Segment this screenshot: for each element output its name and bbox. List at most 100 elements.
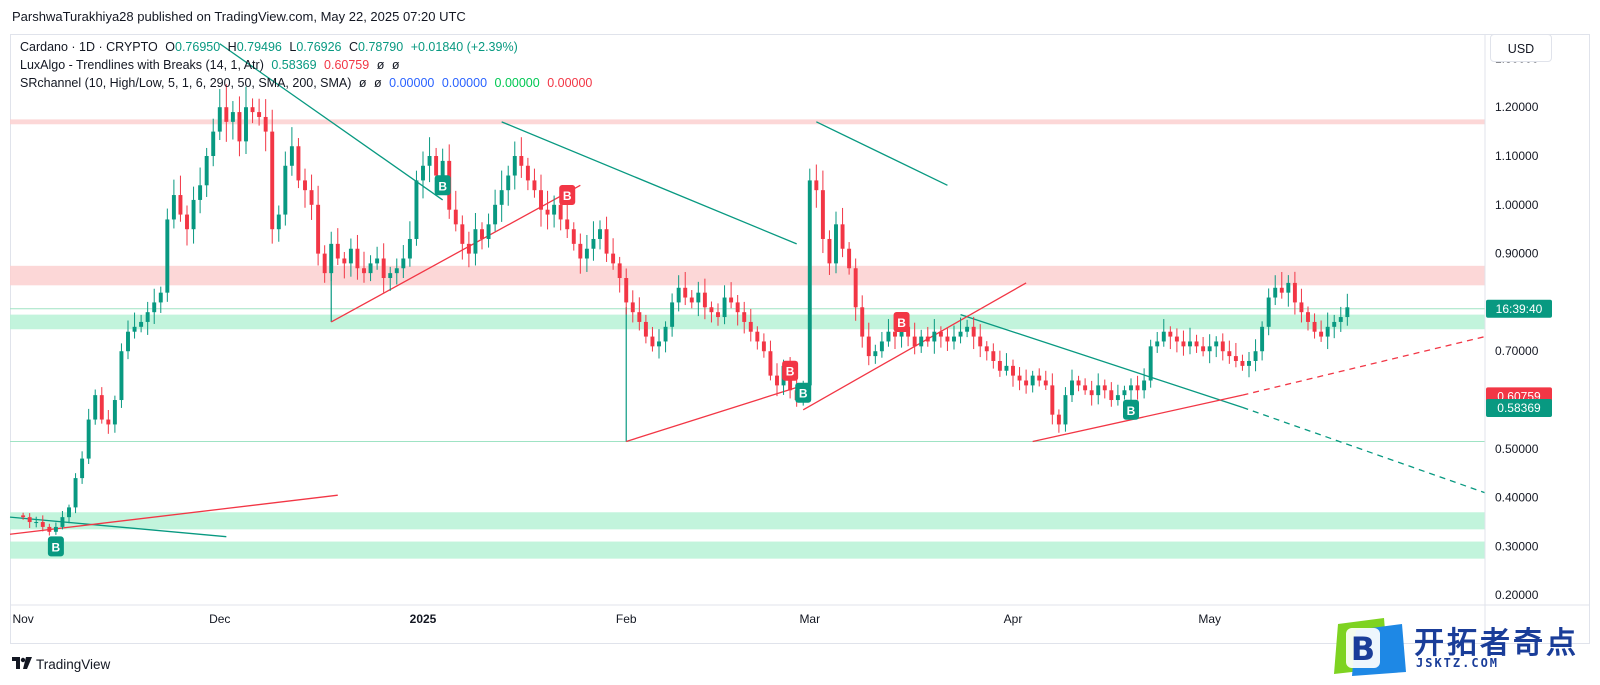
candle-body	[617, 263, 622, 279]
candle-body	[571, 229, 576, 244]
candle-body	[1050, 385, 1055, 415]
candle	[322, 245, 327, 283]
candle-body	[1345, 307, 1350, 318]
candle-body	[368, 263, 373, 274]
price-tick-label: 0.70000	[1495, 344, 1539, 358]
legend-srchannel-row[interactable]: SRchannel (10, High/Low, 5, 1, 6, 290, 5…	[20, 74, 592, 92]
tradingview-logo[interactable]: TradingView	[12, 656, 110, 674]
candle-body	[1253, 351, 1258, 361]
candle	[1056, 409, 1061, 433]
candle	[407, 221, 412, 267]
candle	[1292, 271, 1297, 315]
candle	[1129, 378, 1133, 401]
candlesticks	[21, 84, 1350, 536]
candle-body	[1011, 365, 1015, 376]
luxalgo-value-4: ø	[391, 58, 400, 72]
candle-body	[401, 258, 406, 269]
candle-body	[735, 302, 740, 313]
candle	[335, 228, 340, 266]
candle	[1279, 271, 1284, 299]
candle-body	[316, 204, 321, 254]
candle	[571, 222, 576, 251]
candle-body	[139, 321, 144, 327]
candle-body	[1338, 317, 1343, 322]
open-value: 0.76950	[175, 40, 221, 54]
current-price-tag: 16:39:40	[1486, 299, 1552, 318]
descending-trendline	[501, 121, 797, 245]
luxalgo-value-2: 0.60759	[324, 58, 370, 72]
candle	[204, 147, 209, 197]
candle-body	[637, 312, 642, 322]
candle	[257, 98, 262, 126]
candle-body	[21, 515, 26, 518]
candle-body	[716, 312, 720, 318]
candle-body	[34, 522, 39, 524]
candle-body	[532, 180, 537, 191]
candle	[1070, 369, 1074, 402]
candle-body	[1017, 375, 1022, 381]
candle	[932, 319, 937, 354]
candle	[73, 473, 78, 514]
candle-body	[519, 156, 524, 166]
legend-luxalgo-row[interactable]: LuxAlgo - Trendlines with Breaks (14, 1,…	[20, 56, 399, 74]
candle	[34, 516, 39, 528]
candle	[145, 301, 150, 335]
candle-body	[250, 107, 255, 113]
candle	[702, 278, 707, 320]
candle	[643, 314, 648, 344]
descending-trendline	[960, 314, 1243, 408]
luxalgo-name[interactable]: LuxAlgo - Trendlines with Breaks (14, 1,…	[20, 58, 264, 72]
candle-body	[912, 336, 917, 347]
bullish-break-marker: B	[795, 382, 812, 403]
candle	[729, 282, 734, 309]
candle-body	[152, 302, 157, 313]
candle-body	[40, 522, 45, 527]
candle-body	[1161, 331, 1166, 342]
publish-header: ParshwaTurakhiya28 published on TradingV…	[0, 0, 1600, 34]
candle-body	[906, 326, 911, 337]
candle-body	[158, 292, 163, 303]
candle-body	[473, 229, 478, 254]
candle	[263, 99, 268, 152]
srchannel-name[interactable]: SRchannel (10, High/Low, 5, 1, 6, 290, 5…	[20, 76, 352, 90]
candle	[722, 285, 727, 325]
candle	[840, 207, 845, 258]
candle	[519, 137, 524, 178]
currency-button[interactable]: USD	[1490, 34, 1552, 62]
candle	[689, 290, 694, 309]
candle	[152, 288, 157, 324]
candle-body	[1174, 336, 1179, 342]
candle-body	[1240, 360, 1245, 366]
marker-box	[1123, 399, 1139, 420]
legend-symbol-row[interactable]: Cardano · 1D · CRYPTO O0.76950 H0.79496 …	[20, 38, 518, 56]
candle-body	[1227, 351, 1232, 357]
price-tag-box	[1486, 398, 1552, 417]
candle-body	[604, 229, 609, 254]
candle	[768, 340, 773, 381]
tradingview-icon	[12, 656, 32, 674]
bearish-break-marker: B	[559, 185, 576, 206]
candle	[47, 523, 52, 536]
candle-body	[375, 258, 380, 264]
candle	[624, 268, 629, 315]
candle-body	[171, 195, 176, 220]
candle-body	[650, 336, 655, 347]
symbol-name[interactable]: Cardano · 1D · CRYPTO	[20, 40, 158, 54]
marker-label: B	[799, 387, 808, 401]
candle-body	[132, 326, 137, 332]
candle	[244, 86, 248, 155]
candle-body	[657, 341, 661, 347]
candle	[375, 246, 380, 270]
candle-body	[499, 190, 504, 205]
close-label: C	[349, 40, 359, 54]
time-tick-label: 2025	[410, 612, 437, 626]
candle	[230, 101, 235, 140]
candle-body	[1024, 380, 1029, 386]
candle	[67, 504, 71, 524]
candle-body	[525, 165, 530, 181]
candle	[60, 511, 65, 530]
candle-body	[289, 146, 294, 166]
candle-body	[204, 156, 209, 186]
